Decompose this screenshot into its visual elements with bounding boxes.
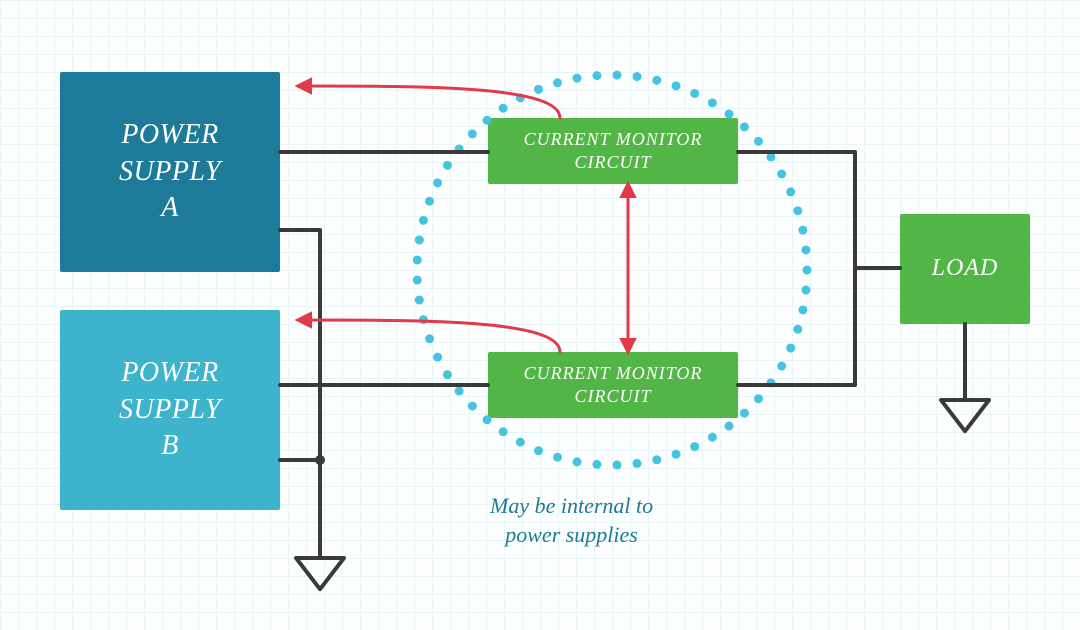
power-supply-a-block: POWER SUPPLY A bbox=[60, 72, 280, 272]
internal-note: May be internal to power supplies bbox=[490, 492, 653, 549]
current-monitor-top-block: CURRENT MONITOR CIRCUIT bbox=[488, 118, 738, 184]
current-monitor-bottom-block: CURRENT MONITOR CIRCUIT bbox=[488, 352, 738, 418]
load-block: LOAD bbox=[900, 214, 1030, 324]
power-supply-b-block: POWER SUPPLY B bbox=[60, 310, 280, 510]
